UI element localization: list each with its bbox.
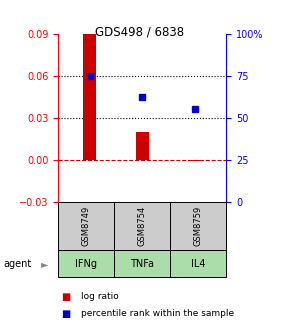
Bar	[114, 202, 170, 250]
Text: GSM8754: GSM8754	[137, 206, 147, 246]
Text: TNFa: TNFa	[130, 259, 154, 269]
Text: ►: ►	[41, 259, 49, 269]
Text: agent: agent	[3, 259, 31, 269]
Bar	[83, 34, 96, 160]
Text: log ratio: log ratio	[81, 292, 119, 301]
Text: IFNg: IFNg	[75, 259, 97, 269]
Bar	[170, 250, 226, 277]
Text: GSM8759: GSM8759	[194, 206, 203, 246]
Bar	[188, 160, 201, 161]
Text: GSM8749: GSM8749	[81, 206, 90, 246]
Bar	[58, 202, 114, 250]
Bar	[114, 250, 170, 277]
Text: percentile rank within the sample: percentile rank within the sample	[81, 309, 234, 318]
Bar	[58, 250, 114, 277]
Bar	[170, 202, 226, 250]
Text: IL4: IL4	[191, 259, 205, 269]
Text: ■: ■	[61, 309, 70, 319]
Text: ■: ■	[61, 292, 70, 302]
Text: GDS498 / 6838: GDS498 / 6838	[95, 25, 184, 38]
Bar	[135, 132, 149, 160]
